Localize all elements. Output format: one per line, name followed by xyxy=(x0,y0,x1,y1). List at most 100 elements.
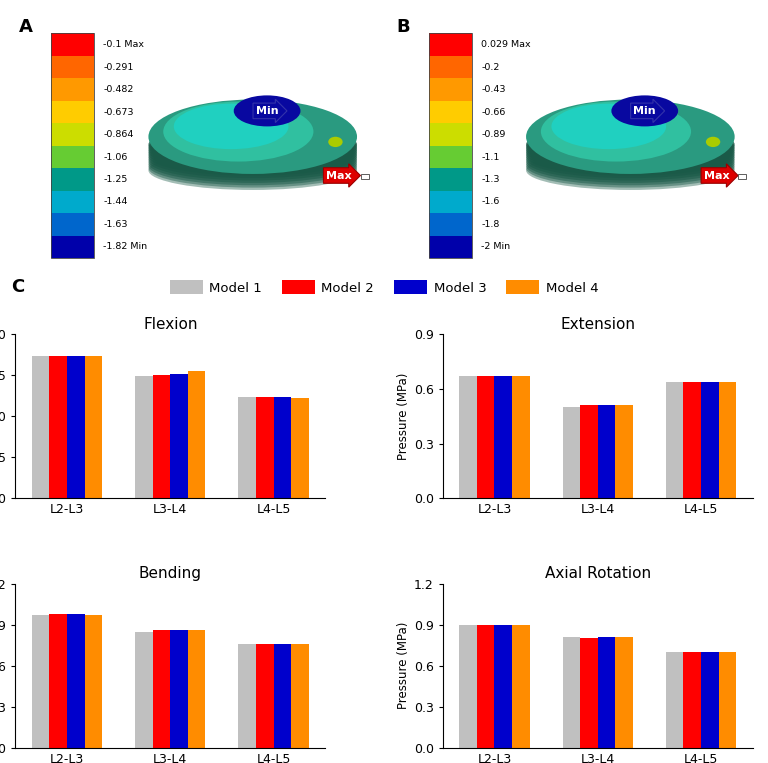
Ellipse shape xyxy=(526,141,735,181)
Ellipse shape xyxy=(526,127,735,166)
Bar xyxy=(580,405,598,498)
Bar xyxy=(51,236,94,258)
Bar xyxy=(153,630,170,748)
Ellipse shape xyxy=(148,134,357,173)
Text: -1.82 Min: -1.82 Min xyxy=(104,243,147,252)
Text: -1.8: -1.8 xyxy=(481,220,499,229)
Bar xyxy=(615,637,633,748)
Text: -1.25: -1.25 xyxy=(104,175,127,184)
Ellipse shape xyxy=(541,101,691,162)
Y-axis label: Pressure (MPa): Pressure (MPa) xyxy=(396,372,409,460)
Bar xyxy=(477,625,495,748)
Y-axis label: Pressure (MPa): Pressure (MPa) xyxy=(396,622,409,710)
Ellipse shape xyxy=(148,137,357,176)
Bar xyxy=(51,34,94,258)
Bar xyxy=(170,630,188,748)
Text: -1.44: -1.44 xyxy=(104,198,127,207)
Ellipse shape xyxy=(551,104,666,149)
Title: Bending: Bending xyxy=(139,566,202,581)
Bar xyxy=(153,375,170,498)
Bar xyxy=(84,615,102,748)
Ellipse shape xyxy=(526,130,735,169)
Ellipse shape xyxy=(148,143,357,183)
Bar xyxy=(273,644,291,748)
Ellipse shape xyxy=(526,146,735,185)
Text: Max: Max xyxy=(703,170,730,181)
Bar xyxy=(49,613,67,748)
Ellipse shape xyxy=(526,148,735,188)
Ellipse shape xyxy=(526,99,735,174)
Ellipse shape xyxy=(526,151,735,190)
Bar xyxy=(459,625,477,748)
Bar xyxy=(291,644,309,748)
Bar xyxy=(495,625,512,748)
Text: -0.864: -0.864 xyxy=(104,130,134,139)
Bar xyxy=(563,637,580,748)
Text: -1.06: -1.06 xyxy=(104,153,127,162)
Bar xyxy=(256,644,273,748)
Ellipse shape xyxy=(233,95,300,127)
Bar xyxy=(32,356,49,498)
Bar xyxy=(701,382,719,498)
Text: C: C xyxy=(12,278,25,297)
Bar xyxy=(238,644,256,748)
Ellipse shape xyxy=(526,132,735,171)
Bar xyxy=(429,34,472,56)
Text: -0.482: -0.482 xyxy=(104,85,134,94)
Text: -0.66: -0.66 xyxy=(481,108,505,117)
Ellipse shape xyxy=(526,134,735,173)
Ellipse shape xyxy=(526,139,735,179)
Ellipse shape xyxy=(148,148,357,188)
Bar xyxy=(429,191,472,213)
Bar xyxy=(32,615,49,748)
Bar xyxy=(291,398,309,498)
Bar xyxy=(615,405,633,498)
Ellipse shape xyxy=(148,130,357,169)
Bar xyxy=(51,56,94,79)
Bar xyxy=(429,79,472,101)
Bar xyxy=(429,169,472,191)
Bar xyxy=(273,397,291,498)
Text: Min: Min xyxy=(634,106,656,116)
Bar xyxy=(429,236,472,258)
Bar xyxy=(238,398,256,498)
Text: -0.89: -0.89 xyxy=(481,130,505,139)
Ellipse shape xyxy=(148,146,357,185)
Bar xyxy=(495,376,512,498)
Ellipse shape xyxy=(148,141,357,181)
Text: -1.6: -1.6 xyxy=(481,198,499,207)
Text: -1.3: -1.3 xyxy=(481,175,500,184)
Ellipse shape xyxy=(526,125,735,164)
Bar xyxy=(51,101,94,124)
Bar xyxy=(429,146,472,169)
Bar xyxy=(512,625,530,748)
Text: Max: Max xyxy=(326,170,352,181)
Text: B: B xyxy=(396,18,410,36)
Text: -0.2: -0.2 xyxy=(481,63,499,72)
Ellipse shape xyxy=(148,99,357,174)
Text: -2 Min: -2 Min xyxy=(481,243,510,252)
Circle shape xyxy=(328,137,343,147)
Bar xyxy=(701,652,719,748)
Bar xyxy=(684,382,701,498)
Bar xyxy=(429,56,472,79)
Legend: Model 1, Model 2, Model 3, Model 4: Model 1, Model 2, Model 3, Model 4 xyxy=(164,275,604,300)
Bar xyxy=(684,652,701,748)
Bar xyxy=(429,101,472,124)
Ellipse shape xyxy=(148,139,357,179)
Ellipse shape xyxy=(148,151,357,190)
Bar xyxy=(429,213,472,236)
Ellipse shape xyxy=(164,101,313,162)
Bar xyxy=(459,376,477,498)
Text: -0.291: -0.291 xyxy=(104,63,134,72)
Ellipse shape xyxy=(526,137,735,176)
Ellipse shape xyxy=(148,132,357,171)
Ellipse shape xyxy=(148,125,357,164)
Title: Axial Rotation: Axial Rotation xyxy=(545,566,650,581)
Ellipse shape xyxy=(174,104,289,149)
Bar xyxy=(188,371,205,498)
Bar xyxy=(135,376,153,498)
Bar xyxy=(84,356,102,498)
Bar xyxy=(51,213,94,236)
Bar xyxy=(429,34,472,258)
